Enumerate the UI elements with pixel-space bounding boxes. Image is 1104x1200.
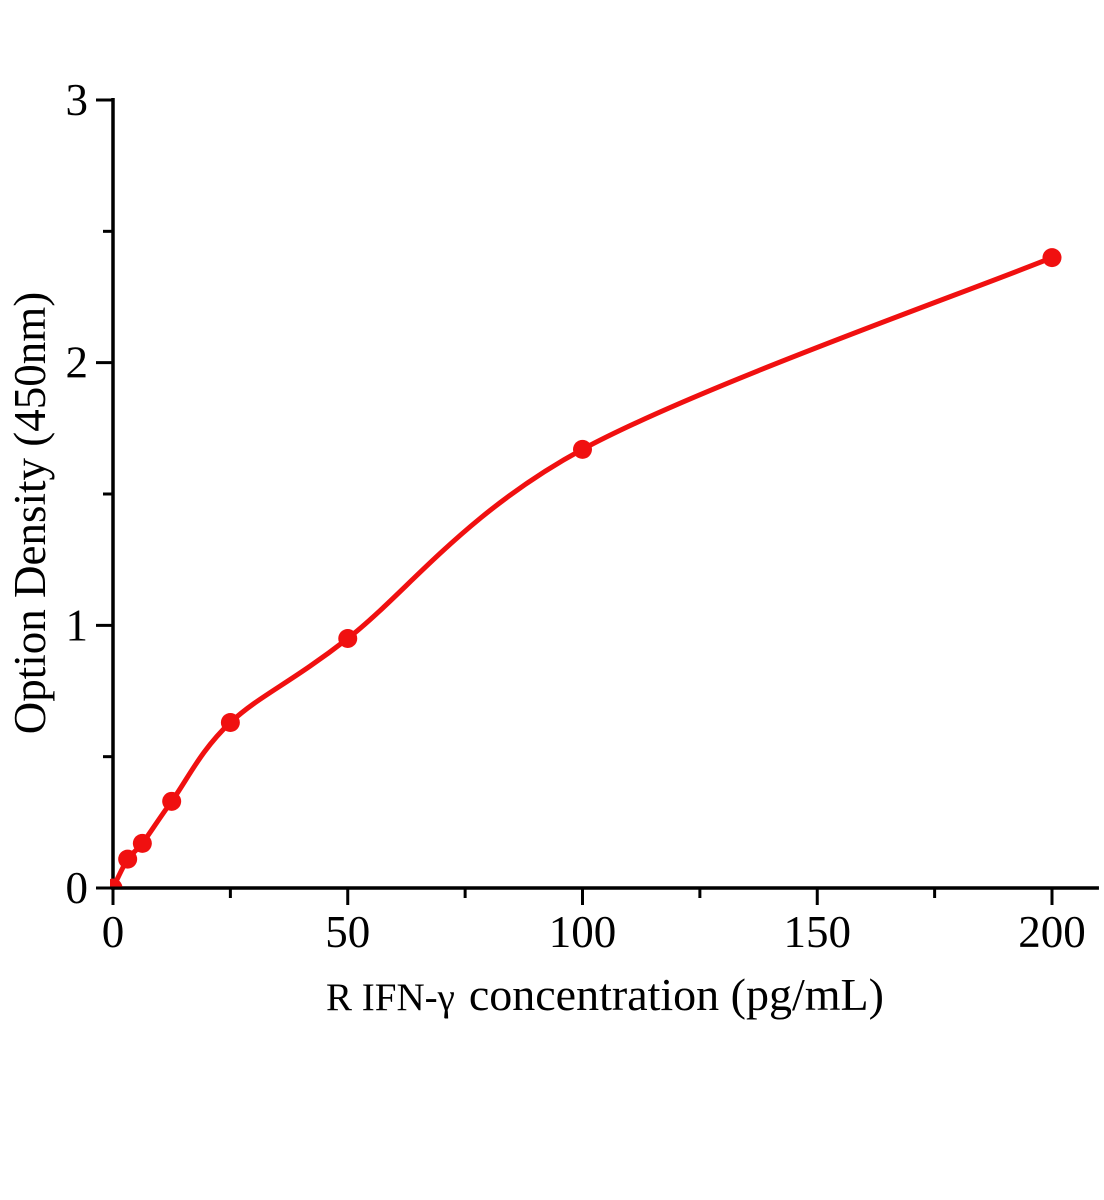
data-point-12.5 xyxy=(162,791,182,811)
y-tick-label-3: 3 xyxy=(66,75,89,125)
x-axis-label: R IFN-γ concentration (pg/mL) xyxy=(113,968,1097,1021)
data-point-100 xyxy=(573,439,592,459)
y-tick-label-2: 2 xyxy=(66,338,89,388)
y-axis-label: Option Density (450nm) xyxy=(5,291,55,735)
x-tick-label-0: 0 xyxy=(102,907,125,957)
data-point-layer xyxy=(110,248,1062,887)
x-tick-label-200: 200 xyxy=(1018,907,1086,957)
data-point-50 xyxy=(338,628,358,648)
x-axis-label-rest: concentration (pg/mL) xyxy=(468,969,884,1020)
x-tick-label-100: 100 xyxy=(549,907,617,957)
standard-curve-line xyxy=(110,255,1055,887)
data-point-3.125 xyxy=(118,849,138,869)
data-point-200 xyxy=(1042,248,1062,268)
x-axis-label-prefix: R IFN-γ xyxy=(326,976,455,1019)
axis-ticks xyxy=(96,98,1054,905)
axis-tick-labels: 0 50 100 150 200 0 1 2 3 xyxy=(66,75,1086,957)
axes xyxy=(111,98,1099,890)
x-tick-label-50: 50 xyxy=(325,907,370,957)
data-point-6.25 xyxy=(132,833,152,853)
data-point-0 xyxy=(110,878,123,887)
x-tick-label-150: 150 xyxy=(784,907,852,957)
y-tick-label-0: 0 xyxy=(66,863,89,913)
y-tick-label-1: 1 xyxy=(66,600,89,650)
fitted-curve-layer xyxy=(110,255,1055,887)
data-point-25 xyxy=(220,713,240,733)
